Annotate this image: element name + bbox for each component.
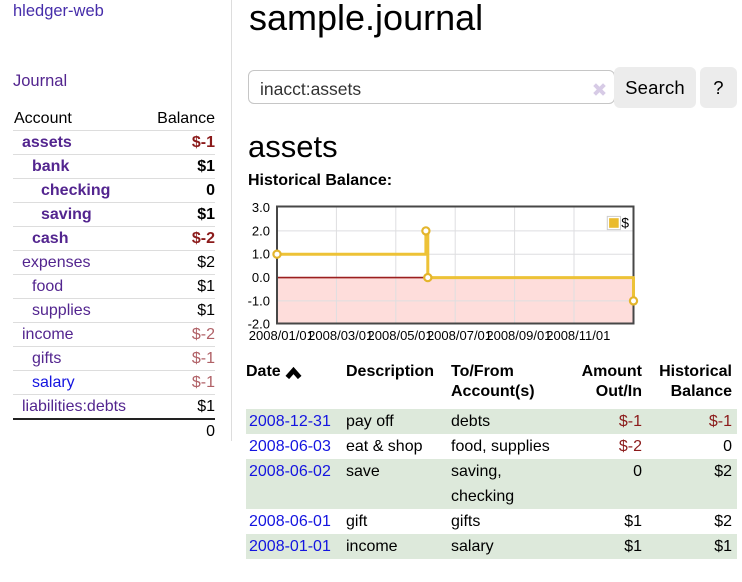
svg-text:-2.0: -2.0	[248, 317, 270, 332]
svg-text:2008/05/01: 2008/05/01	[368, 328, 433, 343]
svg-text:2008/07/01: 2008/07/01	[427, 328, 492, 343]
svg-text:2008/09/01: 2008/09/01	[486, 328, 551, 343]
svg-text:$: $	[621, 215, 629, 231]
svg-text:-1.0: -1.0	[248, 293, 270, 308]
svg-text:0.0: 0.0	[252, 270, 270, 285]
svg-text:2008/03/01: 2008/03/01	[308, 328, 373, 343]
svg-text:2008/11/01: 2008/11/01	[546, 328, 610, 343]
svg-text:2.0: 2.0	[252, 223, 270, 238]
svg-text:2008/01/01: 2008/01/01	[249, 328, 314, 343]
svg-text:1.0: 1.0	[252, 247, 270, 262]
svg-text:3.0: 3.0	[252, 200, 270, 215]
